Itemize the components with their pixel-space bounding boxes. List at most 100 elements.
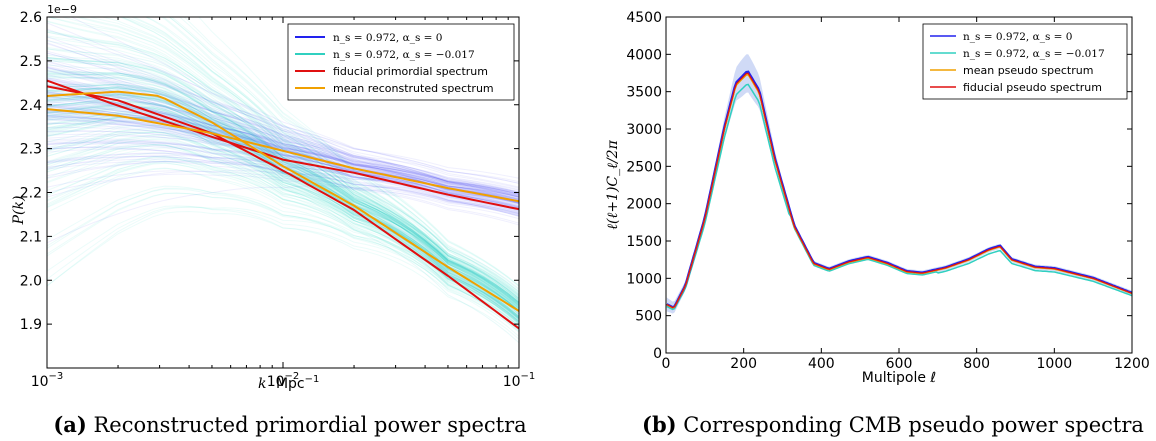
chart-a-realization-line — [47, 72, 519, 290]
chart-b-ytick-label: 500 — [635, 309, 662, 325]
chart-a-realization-line — [47, 87, 519, 320]
chart-a-realization-line — [47, 130, 519, 199]
chart-a-realization-line — [47, 48, 519, 320]
chart-a-realization-line — [47, 84, 519, 196]
chart-a-realization-line — [144, 17, 519, 291]
chart-a-realization-line — [47, 81, 519, 213]
chart-a-realization-line — [87, 17, 519, 299]
chart-a-realization-line — [47, 76, 519, 305]
chart-a-realization-line — [179, 17, 519, 286]
chart-a-realization-line — [47, 136, 519, 315]
chart-a-realization-line — [47, 73, 519, 306]
chart-a-series-line-1 — [47, 85, 519, 330]
chart-b-series-line-3 — [666, 72, 1132, 309]
chart-a-realization-line — [47, 85, 519, 304]
chart-a-realization-line — [47, 20, 519, 311]
caption-a: (a) Reconstructed primordial power spect… — [53, 412, 526, 437]
chart-a-realization-line — [47, 100, 519, 317]
chart-a-realization-line — [47, 156, 519, 318]
chart-b-xtick-label: 800 — [963, 356, 990, 372]
chart-a-realization-line — [47, 160, 519, 198]
chart-a-realization-line — [47, 80, 519, 209]
chart-a-realization-line — [47, 91, 519, 200]
chart-b-xtick-label: 1000 — [1037, 356, 1073, 372]
chart-b-xtick-label: 200 — [730, 356, 757, 372]
chart-a-realization-line — [47, 170, 519, 200]
chart-a-realization-line — [47, 188, 519, 328]
chart-a-realization-line — [47, 160, 519, 220]
chart-a-realization-line — [124, 17, 519, 295]
chart-a-realization-line — [162, 17, 519, 301]
chart-a-realization-line — [47, 129, 519, 320]
chart-a-realization-line — [47, 206, 519, 328]
chart-a-realization-line — [47, 192, 519, 323]
chart-a-realization-line — [47, 39, 519, 200]
chart-a-realization-line — [47, 57, 519, 306]
chart-b-legend: n_s = 0.972, α_s = 0 n_s = 0.972, α_s = −… — [922, 23, 1128, 100]
chart-a-realization-line — [132, 17, 519, 306]
chart-a-realization-line — [47, 155, 519, 216]
chart-a-realization-line — [47, 63, 519, 197]
chart-a-realization-line — [47, 146, 519, 224]
chart-b-legend-label: n_s = 0.972, α_s = 0 — [963, 31, 1073, 43]
chart-a-realization-line — [47, 54, 519, 301]
chart-a-realization-line — [47, 67, 519, 193]
chart-a-realization-line — [47, 22, 519, 198]
chart-a-xtick-label: 10−3 — [31, 371, 64, 390]
chart-a-realization-line — [47, 156, 519, 327]
chart-b-ytick-label: 3000 — [626, 122, 662, 138]
chart-a-y-multiplier: 1e−9 — [47, 3, 77, 16]
chart-a-realization-line — [47, 86, 519, 190]
chart-a-realization-line — [47, 31, 519, 300]
chart-a-realization-line — [183, 17, 519, 295]
chart-a-realization-line — [47, 69, 519, 317]
chart-a-realization-line — [47, 115, 519, 207]
chart-a-ytick-label: 2.6 — [20, 10, 42, 26]
chart-a-ytick-label: 2.0 — [20, 273, 42, 289]
chart-a-realization-line — [47, 92, 519, 202]
chart-a-realization-line — [47, 78, 519, 207]
chart-a-realization-line — [47, 89, 519, 303]
chart-a-realization-line — [47, 141, 519, 319]
chart-a-realization-line — [47, 167, 519, 324]
chart-a-realization-line — [47, 74, 519, 217]
chart-a-realization-line — [47, 85, 519, 296]
chart-a-realization-line — [198, 17, 519, 300]
chart-a-realization-line — [47, 56, 519, 309]
chart-a-realization-line — [47, 147, 519, 312]
chart-a-realization-line — [47, 160, 519, 322]
chart-a-realization-line — [47, 46, 519, 310]
chart-a-realization-line — [47, 83, 519, 299]
chart-a-realization-line — [47, 66, 519, 202]
chart-a-realization-line — [47, 77, 519, 198]
chart-a-realization-line — [47, 88, 519, 304]
chart-a-realization-line — [47, 116, 519, 208]
chart-a-realization-line — [47, 57, 519, 306]
chart-a-realization-line — [47, 144, 519, 324]
chart-a-realization-line — [47, 185, 519, 331]
chart-a-realization-line — [47, 103, 519, 196]
chart-a-realization-line — [47, 43, 519, 197]
chart-a-realization-line — [47, 31, 519, 309]
chart-a-legend-label: n_s = 0.972, α_s = −0.017 — [333, 49, 475, 61]
chart-a-realization-line — [100, 17, 519, 310]
chart-a-realization-line — [47, 57, 519, 323]
chart-a-legend-label: mean reconstruted spectrum — [333, 82, 494, 95]
chart-a-realization-line — [47, 72, 519, 307]
chart-a-ytick-label: 2.3 — [20, 142, 42, 158]
chart-a-realization-line — [47, 210, 519, 333]
chart-a-realization-line — [160, 17, 519, 307]
chart-a-realization-line — [47, 58, 519, 193]
chart-a-ytick-label: 2.4 — [20, 98, 42, 114]
chart-a-realization-line — [47, 152, 519, 330]
chart-a-realization-line — [47, 114, 519, 208]
chart-a-realization-line — [47, 134, 519, 309]
chart-a-realization-line — [47, 173, 519, 217]
chart-a-realization-line — [144, 17, 519, 309]
chart-a-realization-line — [47, 205, 519, 340]
chart-a-realization-line — [47, 86, 519, 308]
chart-a-realization-line — [47, 162, 519, 327]
chart-b-ytick-label: 2000 — [626, 197, 662, 213]
chart-a-realization-line — [47, 122, 519, 326]
chart-a-legend-box — [287, 23, 515, 101]
